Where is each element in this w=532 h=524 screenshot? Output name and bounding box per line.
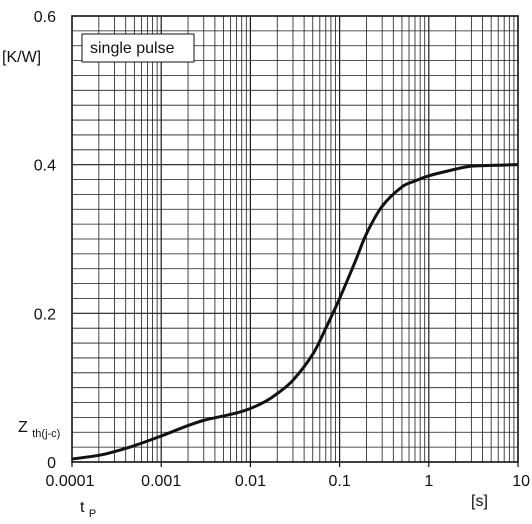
y-axis-label-main: Z	[18, 419, 28, 436]
x-tick-label: 0.01	[235, 473, 266, 490]
grid	[72, 16, 518, 462]
x-unit-label: [s]	[471, 493, 488, 510]
x-axis-label-main: t	[80, 499, 85, 516]
y-axis-label-sub: th(j-c)	[32, 428, 60, 440]
annotation-text: single pulse	[90, 40, 175, 57]
y-tick-label: 0.4	[34, 158, 56, 175]
series-line	[71, 163, 519, 461]
x-tick-label: 0.0001	[46, 473, 95, 490]
x-axis-label-sub: P	[89, 508, 96, 520]
x-tick-label: 10	[512, 473, 530, 490]
x-tick-label: 0.001	[141, 473, 181, 490]
y-tick-label: 0.6	[34, 9, 56, 26]
y-unit-label: [K/W]	[2, 49, 41, 66]
x-axis-label: t P	[80, 499, 96, 520]
tick-labels: 0.0001 0.001 0.01 0.1 1 10 0 0.2 0.4 0.6	[34, 9, 530, 490]
y-tick-label: 0	[47, 455, 56, 472]
y-tick-label: 0.2	[34, 306, 56, 323]
x-tick-label: 0.1	[328, 473, 350, 490]
annotation-box	[81, 33, 195, 63]
y-axis-label: Z th(j-c)	[18, 419, 60, 440]
plot-frame	[71, 15, 519, 463]
x-tick-label: 1	[424, 473, 433, 490]
